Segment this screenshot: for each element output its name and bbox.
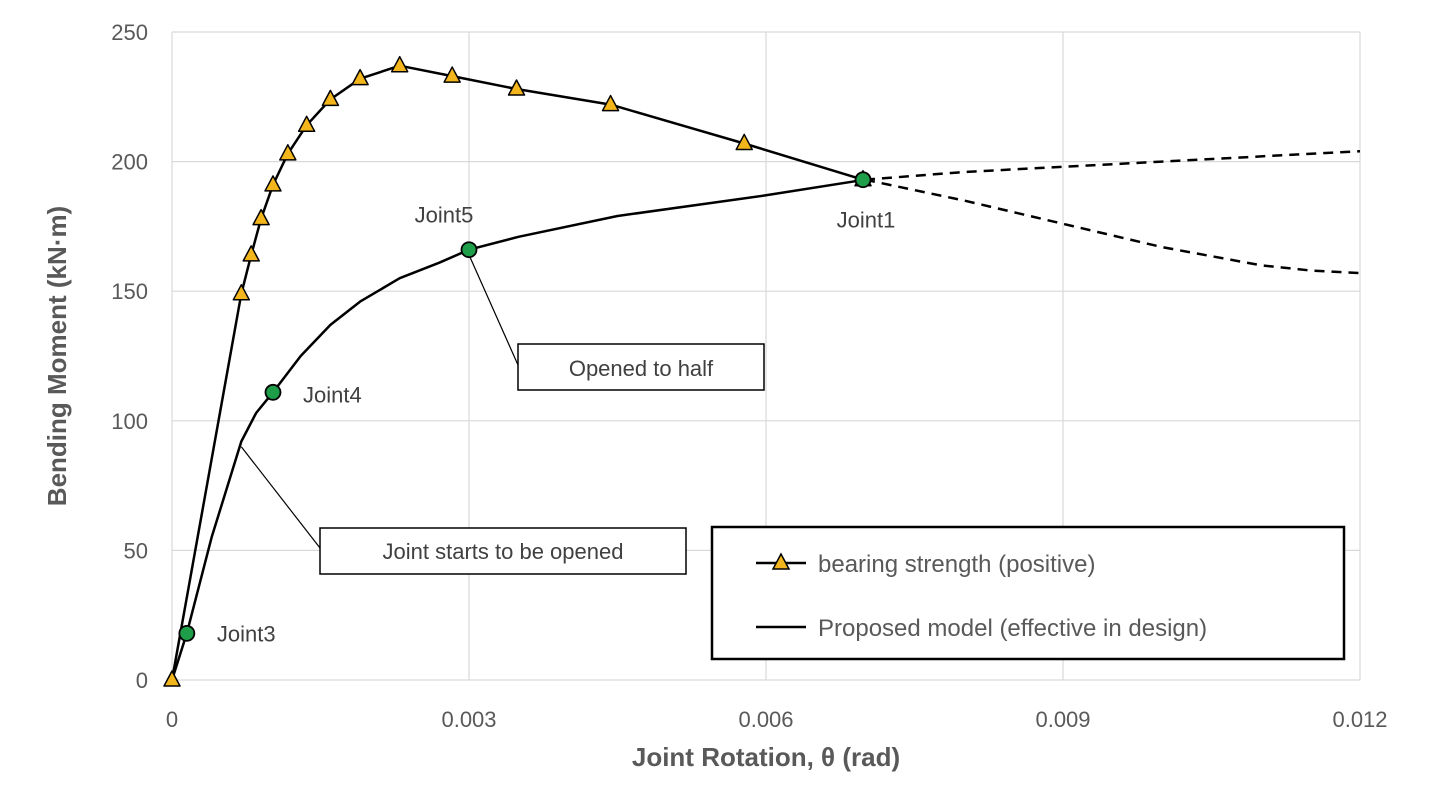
legend: bearing strength (positive) Proposed mod…	[710, 525, 1346, 661]
y-axis-title: Bending Moment (kN·m)	[42, 206, 72, 506]
x-tick-label: 0.006	[738, 707, 793, 732]
y-tick-label: 250	[111, 20, 148, 45]
data-point-triangle	[279, 144, 297, 161]
y-tick-label: 100	[111, 409, 148, 434]
data-point-triangle	[297, 115, 316, 133]
joint-label-joint4: Joint4	[303, 382, 362, 407]
callout-box	[319, 527, 687, 575]
callout-text: Joint starts to be opened	[383, 539, 624, 564]
data-point-triangle	[242, 245, 260, 262]
joint-label-joint3: Joint3	[217, 621, 276, 646]
series-line-extension-dashed	[864, 178, 1361, 275]
joint-point-joint1	[854, 171, 872, 189]
data-point-triangle	[507, 79, 526, 96]
joint-point-joint4	[264, 383, 282, 401]
legend-label-proposed-model: Proposed model (effective in design)	[818, 615, 1207, 642]
joint-label-joint1: Joint1	[837, 208, 896, 233]
data-point-triangle	[232, 284, 251, 301]
y-tick-label: 0	[136, 668, 148, 693]
data-point-triangle	[735, 133, 753, 151]
data-point-triangle	[264, 175, 282, 192]
callout-leader	[240, 446, 321, 549]
markers	[163, 55, 872, 687]
callouts: Opened to half Joint starts to be opened	[240, 254, 765, 575]
legend-box	[710, 525, 1346, 661]
data-point-triangle	[163, 670, 181, 687]
callout-box	[517, 343, 765, 391]
y-tick-label: 200	[111, 150, 148, 175]
point-labels: Joint3 Joint4 Joint5 Joint1	[217, 203, 896, 647]
x-tick-label: 0.012	[1332, 707, 1387, 732]
callout-leader	[468, 254, 519, 366]
y-axis-ticks: 0 50 100 150 200 250	[111, 20, 148, 693]
joint-point-joint5	[460, 241, 478, 259]
series-line-extension-dashed	[864, 149, 1361, 181]
data-point-triangle	[443, 66, 461, 83]
y-tick-label: 150	[111, 279, 148, 304]
data-point-triangle	[252, 208, 270, 226]
joint-label-joint5: Joint5	[415, 203, 474, 228]
data-point-triangle	[390, 55, 409, 73]
y-tick-label: 50	[124, 538, 148, 563]
x-axis-ticks: 0 0.003 0.006 0.009 0.012	[166, 707, 1388, 732]
data-point-triangle	[321, 89, 340, 107]
x-axis-title: Joint Rotation, θ (rad)	[632, 742, 900, 772]
series-line-proposed-model	[170, 178, 866, 681]
x-tick-label: 0	[166, 707, 178, 732]
x-tick-label: 0.003	[441, 707, 496, 732]
joint-point-joint3	[178, 624, 196, 642]
legend-marker-triangle	[771, 552, 791, 570]
callout-text: Opened to half	[569, 356, 714, 381]
legend-label-bearing-strength: bearing strength (positive)	[818, 551, 1095, 578]
data-point-triangle	[351, 68, 369, 86]
x-tick-label: 0.009	[1035, 707, 1090, 732]
data-point-triangle	[601, 94, 620, 112]
